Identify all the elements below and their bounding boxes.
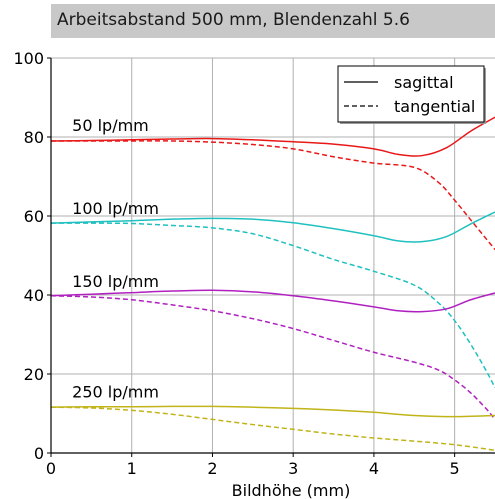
y-tick-label-2: 40 (24, 286, 44, 305)
y-tick-label-4: 80 (24, 128, 44, 147)
curve-label-1: 100 lp/mm (72, 199, 159, 218)
curve-0-tangential (51, 141, 495, 250)
curve-3-tangential (51, 407, 495, 450)
x-tick-label-3: 3 (288, 459, 298, 478)
curve-label-3: 250 lp/mm (72, 383, 159, 402)
curve-label-0: 50 lp/mm (72, 116, 149, 135)
y-tick-label-3: 60 (24, 207, 44, 226)
curve-label-2: 150 lp/mm (72, 272, 159, 291)
legend: sagittal tangential (338, 66, 486, 124)
y-tick-label-0: 0 (34, 444, 44, 463)
y-tick-label-5: 100 (13, 49, 44, 68)
legend-label-tangential: tangential (394, 97, 475, 116)
x-tick-label-0: 0 (46, 459, 56, 478)
legend-label-sagittal: sagittal (394, 73, 454, 92)
curve-3-sagittal (51, 406, 495, 416)
x-tick-label-2: 2 (207, 459, 217, 478)
curve-labels: 50 lp/mm 100 lp/mm 150 lp/mm 250 lp/mm (72, 116, 159, 402)
x-tick-label-4: 4 (369, 459, 379, 478)
x-tick-label-1: 1 (127, 459, 137, 478)
curve-1-tangential (51, 223, 495, 388)
y-tick-label-1: 20 (24, 365, 44, 384)
x-axis-title: Bildhöhe (mm) (232, 481, 351, 499)
x-tick-label-5: 5 (450, 459, 460, 478)
